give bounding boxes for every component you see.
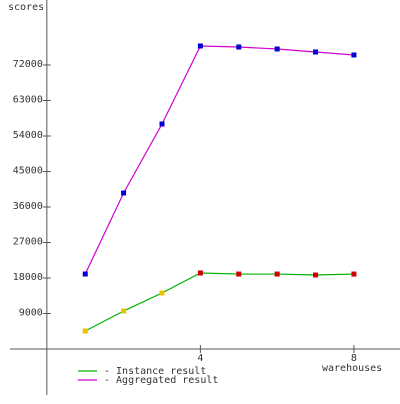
- marker: [121, 190, 127, 196]
- marker: [236, 271, 242, 277]
- y-axis-label: scores: [8, 2, 44, 13]
- x-tick-label: 4: [197, 353, 203, 364]
- y-tick-label: 18000: [13, 272, 43, 283]
- marker: [197, 43, 203, 49]
- y-tick-label: 63000: [13, 95, 43, 106]
- series-line: [84, 272, 354, 332]
- x-axis-label: warehouses: [322, 363, 382, 374]
- y-tick-label: 27000: [13, 237, 43, 248]
- marker: [313, 272, 319, 278]
- marker: [351, 52, 357, 58]
- marker: [313, 49, 319, 55]
- marker: [236, 44, 242, 50]
- y-tick-label: 9000: [19, 308, 43, 319]
- marker: [121, 308, 127, 314]
- series-line: [84, 45, 354, 275]
- y-tick-label: 72000: [13, 59, 43, 70]
- legend-label: - Aggregated result: [104, 375, 218, 386]
- y-tick-label: 45000: [13, 166, 43, 177]
- marker: [197, 270, 203, 276]
- marker: [82, 271, 88, 277]
- legend-label: - Instance result: [104, 366, 206, 377]
- marker: [159, 290, 165, 296]
- y-tick-label: 54000: [13, 130, 43, 141]
- marker: [274, 46, 280, 52]
- y-tick-label: 36000: [13, 201, 43, 212]
- x-tick-label: 8: [351, 353, 357, 364]
- marker: [351, 271, 357, 277]
- marker: [82, 328, 88, 334]
- marker: [159, 121, 165, 127]
- marker: [274, 271, 280, 277]
